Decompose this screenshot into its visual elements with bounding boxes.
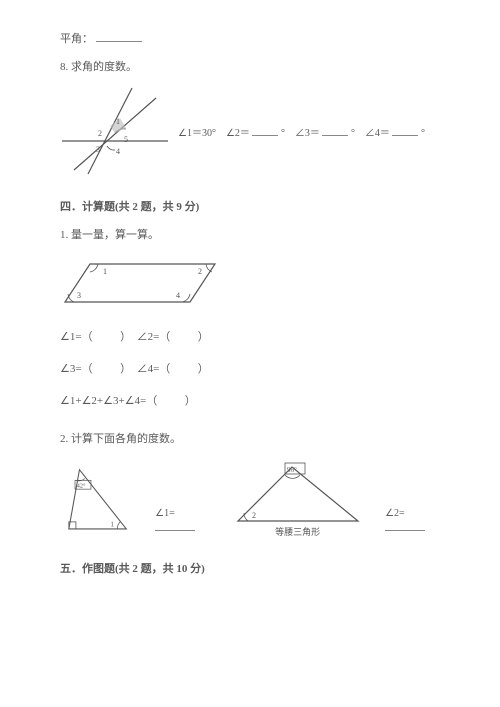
q8-figure-row: 1 2 3 4 5 ∠1＝30° ∠2＝ ° ∠3＝ ° ∠4＝ ° xyxy=(60,86,440,176)
svg-text:42°: 42° xyxy=(77,482,86,489)
q8-e4: ° xyxy=(421,128,425,139)
s4-q1-label: 1. 量一量，算一算。 xyxy=(60,226,440,242)
s4-q1-a34: ∠3=（ ） ∠4=（ ） xyxy=(60,360,440,376)
s4-q1-a12: ∠1=（ ） ∠2=（ ） xyxy=(60,328,440,344)
q7-line: 平角： xyxy=(60,30,440,46)
a2: 2 xyxy=(98,129,102,138)
t: ∠3=（ xyxy=(60,363,93,375)
t: ） xyxy=(198,363,209,375)
t: ） ∠4=（ xyxy=(120,363,170,375)
q8-e1: ∠1＝30° ∠2＝ xyxy=(178,128,250,139)
svg-text:2: 2 xyxy=(252,511,256,520)
s4-q2-figures: 42° 1 ∠1= 96° 2 等腰三角形 ∠2= xyxy=(60,458,440,538)
q8-b1 xyxy=(252,124,278,136)
t: ） ∠2=（ xyxy=(120,331,170,343)
triangle-2-caption: 等腰三角形 xyxy=(230,525,365,538)
svg-text:1: 1 xyxy=(110,520,114,528)
s4-q1-sum: ∠1+∠2+∠3+∠4=（ ） xyxy=(60,392,440,408)
triangle-2: 96° 2 xyxy=(230,459,365,529)
svg-text:2: 2 xyxy=(198,267,202,276)
svg-text:4: 4 xyxy=(176,291,180,300)
q7-blank xyxy=(96,30,142,42)
svg-text:1: 1 xyxy=(103,267,107,276)
t: ∠2= xyxy=(385,508,405,519)
q8-b3 xyxy=(392,124,418,136)
t: ∠1=（ xyxy=(60,331,93,343)
parallelogram-diagram: 1 2 3 4 xyxy=(60,254,230,314)
s4-q2-a2: ∠2= xyxy=(385,508,440,534)
q8-e3: ° ∠4＝ xyxy=(351,128,390,139)
q8-b2 xyxy=(322,124,348,136)
q8-label: 8. 求角的度数。 xyxy=(60,58,440,74)
blank-a2 xyxy=(385,519,425,531)
a4: 4 xyxy=(116,147,120,156)
q7-label: 平角： xyxy=(60,33,93,45)
section-4-heading: 四．计算题(共 2 题，共 9 分) xyxy=(60,198,440,214)
t: ∠1+∠2+∠3+∠4=（ xyxy=(60,395,157,407)
t: ） xyxy=(185,395,196,407)
s4-q2-a1: ∠1= xyxy=(155,508,210,534)
svg-text:3: 3 xyxy=(77,291,81,300)
s4-q1-figure: 1 2 3 4 xyxy=(60,254,440,314)
q8-expression: ∠1＝30° ∠2＝ ° ∠3＝ ° ∠4＝ ° xyxy=(178,124,425,139)
a1: 1 xyxy=(116,117,120,126)
blank-a1 xyxy=(155,519,195,531)
t: ∠1= xyxy=(155,508,175,519)
section-5-heading: 五．作图题(共 2 题，共 10 分) xyxy=(60,560,440,576)
t: ） xyxy=(198,331,209,343)
a5: 5 xyxy=(124,135,128,144)
svg-text:96°: 96° xyxy=(287,466,297,474)
s4-q2-label: 2. 计算下面各角的度数。 xyxy=(60,430,440,446)
q8-diagram: 1 2 3 4 5 xyxy=(60,86,170,176)
triangle-2-wrap: 96° 2 等腰三角形 xyxy=(230,459,365,538)
a3: 3 xyxy=(96,145,100,154)
triangle-1: 42° 1 xyxy=(60,458,135,538)
q8-e2: ° ∠3＝ xyxy=(281,128,320,139)
